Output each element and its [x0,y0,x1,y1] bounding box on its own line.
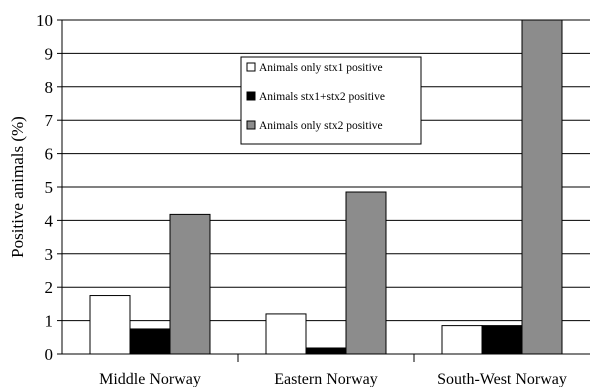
bar-1-eastern-norway [265,313,307,355]
y-tick-label: 2 [45,278,54,297]
y-tick-label: 10 [36,11,53,30]
bar-3-south-west-norway [521,19,563,355]
category-label: Middle Norway [99,371,201,387]
y-tick-label: 9 [45,44,54,63]
bar-3-eastern-norway [345,191,387,355]
y-axis-label: Positive animals (%) [8,116,27,258]
y-tick-label: 5 [45,178,54,197]
category-labels: Middle Norway Eastern Norway South-West No… [99,371,567,387]
legend-label: Animals stx1+stx2 positive [259,91,385,103]
y-tick-label: 0 [45,345,54,364]
y-tick-label: 3 [45,245,54,264]
gridlines [62,19,590,322]
legend-swatch [246,120,256,130]
y-tick-labels: 0 1 2 3 4 5 6 7 8 9 10 [36,11,54,364]
bar-2-eastern-norway [305,347,347,355]
y-tick-label: 1 [45,312,54,331]
legend-label: Animals only stx1 positive [259,62,383,74]
bar-1-middle-norway [89,295,131,355]
legend-swatch [246,91,256,101]
y-tick-label: 8 [45,78,54,97]
legend: Animals only stx1 positive Animals stx1+s… [240,56,422,145]
category-label: Eastern Norway [274,371,378,387]
y-tick-label: 6 [45,145,54,164]
axes [57,19,590,362]
y-tick-label: 4 [45,211,54,230]
y-tick-label: 7 [45,111,54,130]
bar-2-south-west-norway [481,325,523,355]
legend-label: Animals only stx2 positive [259,120,383,132]
bar-3-middle-norway [169,213,211,355]
legend-swatch [246,62,256,72]
category-label: South-West Norway [437,371,567,387]
bar-1-south-west-norway [441,325,483,355]
bar-2-middle-norway [129,328,171,355]
legend-box [240,56,422,145]
